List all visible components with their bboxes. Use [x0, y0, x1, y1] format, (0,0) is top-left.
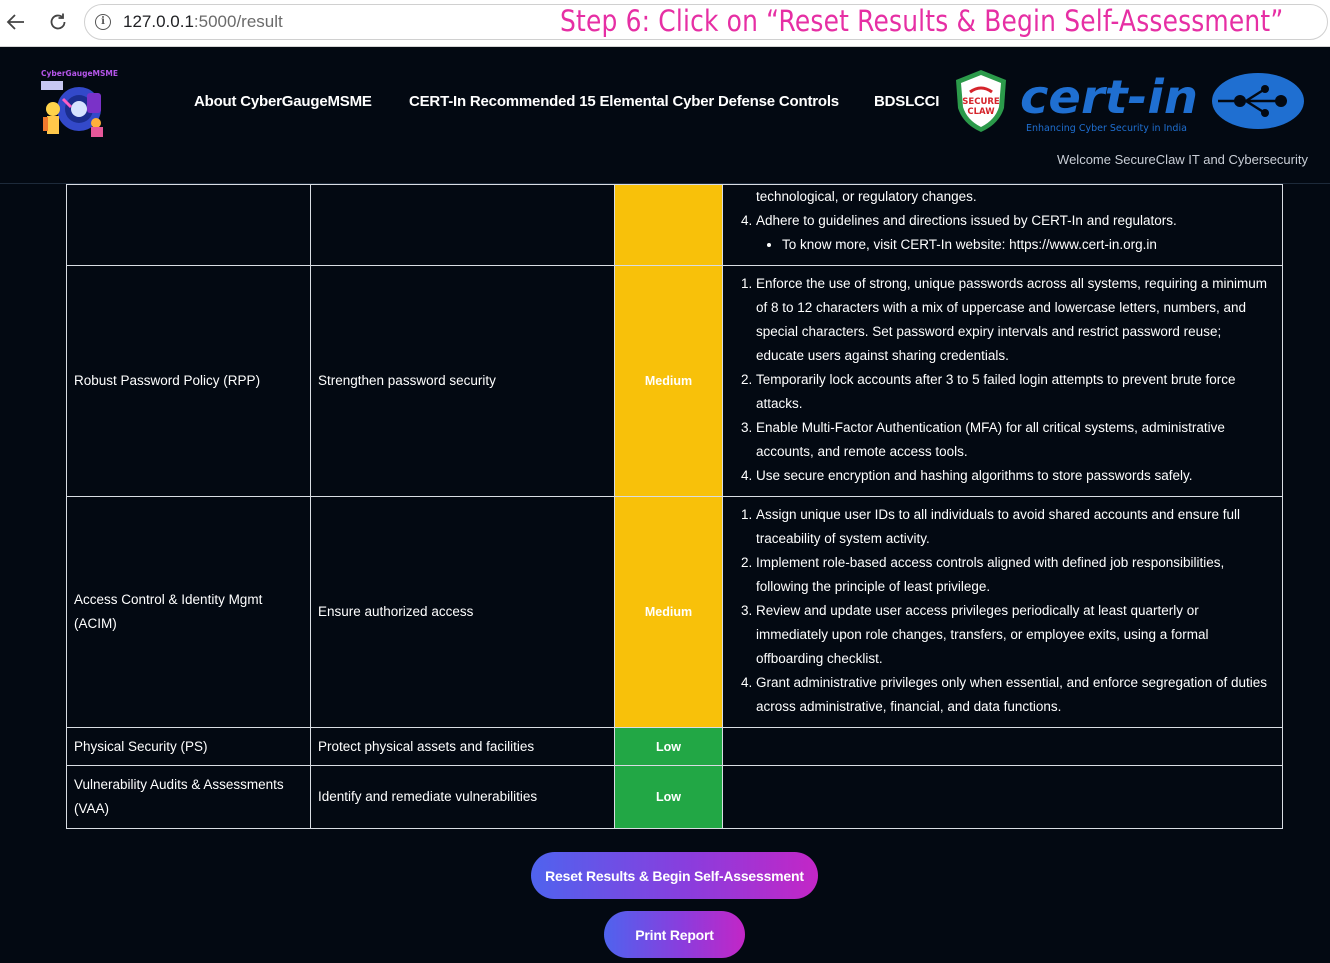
- sub-list: To know more, visit CERT-In website: htt…: [756, 233, 1272, 257]
- control-cell: [66, 184, 311, 266]
- cert-in-logo: cert-in Enhancing Cyber Security in Indi…: [1020, 71, 1304, 134]
- objective-cell: Identify and remediate vulnerabilities: [310, 765, 615, 829]
- control-cell: Physical Security (PS): [66, 727, 311, 766]
- risk-level-low: Low: [614, 727, 723, 766]
- list-item: Review and update user access privileges…: [756, 599, 1272, 671]
- list-item: Assign unique user IDs to all individual…: [756, 503, 1272, 551]
- url-path: :5000/result: [193, 12, 283, 31]
- table-row: technological, or regulatory changes. Ad…: [66, 184, 1283, 266]
- reload-icon[interactable]: [44, 8, 72, 36]
- recommendations-cell: Assign unique user IDs to all individual…: [722, 496, 1283, 728]
- list-item: Enforce the use of strong, unique passwo…: [756, 272, 1272, 368]
- browser-toolbar: i 127.0.0.1:5000/result Step 6: Click on…: [0, 0, 1330, 47]
- site-header: CyberGaugeMSME About CyberGaugeMSME CERT…: [0, 47, 1330, 184]
- list-item: To know more, visit CERT-In website: htt…: [782, 233, 1272, 257]
- print-report-button[interactable]: Print Report: [604, 911, 745, 958]
- recommendations-list: Adhere to guidelines and directions issu…: [733, 209, 1272, 257]
- risk-cell: [614, 184, 723, 266]
- gauge-illustration-icon: [41, 81, 103, 137]
- list-item: Temporarily lock accounts after 3 to 5 f…: [756, 368, 1272, 416]
- site-info-icon[interactable]: i: [95, 14, 111, 30]
- nav-about[interactable]: About CyberGaugeMSME: [194, 93, 372, 110]
- results-table: technological, or regulatory changes. Ad…: [66, 184, 1283, 829]
- results-table-container: technological, or regulatory changes. Ad…: [66, 184, 1283, 829]
- url-host: 127.0.0.1: [123, 12, 194, 31]
- control-cell: Robust Password Policy (RPP): [66, 265, 311, 497]
- table-row: Vulnerability Audits & Assessments (VAA)…: [66, 765, 1283, 829]
- table-row: Physical Security (PS) Protect physical …: [66, 727, 1283, 766]
- brand-logo[interactable]: CyberGaugeMSME: [41, 69, 118, 139]
- table-row: Access Control & Identity Mgmt (ACIM) En…: [66, 496, 1283, 728]
- recommendations-cell: [722, 765, 1283, 829]
- address-bar[interactable]: i 127.0.0.1:5000/result: [84, 4, 1328, 40]
- recommendations-cell: technological, or regulatory changes. Ad…: [722, 184, 1283, 266]
- tutorial-step-caption: Step 6: Click on “Reset Results & Begin …: [560, 4, 1284, 38]
- objective-cell: [310, 184, 615, 266]
- certin-tagline: Enhancing Cyber Security in India: [1026, 123, 1187, 134]
- back-arrow-icon[interactable]: [2, 8, 30, 36]
- shield-text-claw: CLAW: [967, 107, 995, 117]
- secureclaw-shield-logo: SECURE CLAW: [956, 70, 1006, 132]
- table-row: Robust Password Policy (RPP) Strengthen …: [66, 265, 1283, 497]
- shield-text-secure: SECURE: [962, 97, 1000, 107]
- risk-level-medium: Medium: [614, 496, 723, 728]
- objective-cell: Protect physical assets and facilities: [310, 727, 615, 766]
- list-item: Adhere to guidelines and directions issu…: [756, 209, 1272, 257]
- nav-cert-in-controls[interactable]: CERT-In Recommended 15 Elemental Cyber D…: [409, 93, 839, 110]
- certin-wordmark: cert-in: [1020, 71, 1198, 124]
- recommendations-cell: Enforce the use of strong, unique passwo…: [722, 265, 1283, 497]
- control-cell: Vulnerability Audits & Assessments (VAA): [66, 765, 311, 829]
- risk-level-medium: Medium: [614, 265, 723, 497]
- recommendations-list: Assign unique user IDs to all individual…: [733, 503, 1272, 719]
- url-text: 127.0.0.1:5000/result: [123, 12, 283, 32]
- recommendations-list: Enforce the use of strong, unique passwo…: [733, 272, 1272, 488]
- list-item: Grant administrative privileges only whe…: [756, 671, 1272, 719]
- objective-cell: Ensure authorized access: [310, 496, 615, 728]
- control-cell: Access Control & Identity Mgmt (ACIM): [66, 496, 311, 728]
- list-item: Use secure encryption and hashing algori…: [756, 464, 1272, 488]
- welcome-message: Welcome SecureClaw IT and Cybersecurity: [1057, 152, 1308, 167]
- recommendation-text: Adhere to guidelines and directions issu…: [756, 213, 1177, 228]
- recommendation-continuation: technological, or regulatory changes.: [756, 189, 977, 204]
- reset-results-button[interactable]: Reset Results & Begin Self-Assessment: [531, 852, 818, 899]
- list-item: Enable Multi-Factor Authentication (MFA)…: [756, 416, 1272, 464]
- risk-level-low: Low: [614, 765, 723, 829]
- nav-bdslcci[interactable]: BDSLCCI: [874, 93, 940, 110]
- objective-cell: Strengthen password security: [310, 265, 615, 497]
- brand-name: CyberGaugeMSME: [41, 69, 119, 78]
- list-item: Implement role-based access controls ali…: [756, 551, 1272, 599]
- recommendations-cell: [722, 727, 1283, 766]
